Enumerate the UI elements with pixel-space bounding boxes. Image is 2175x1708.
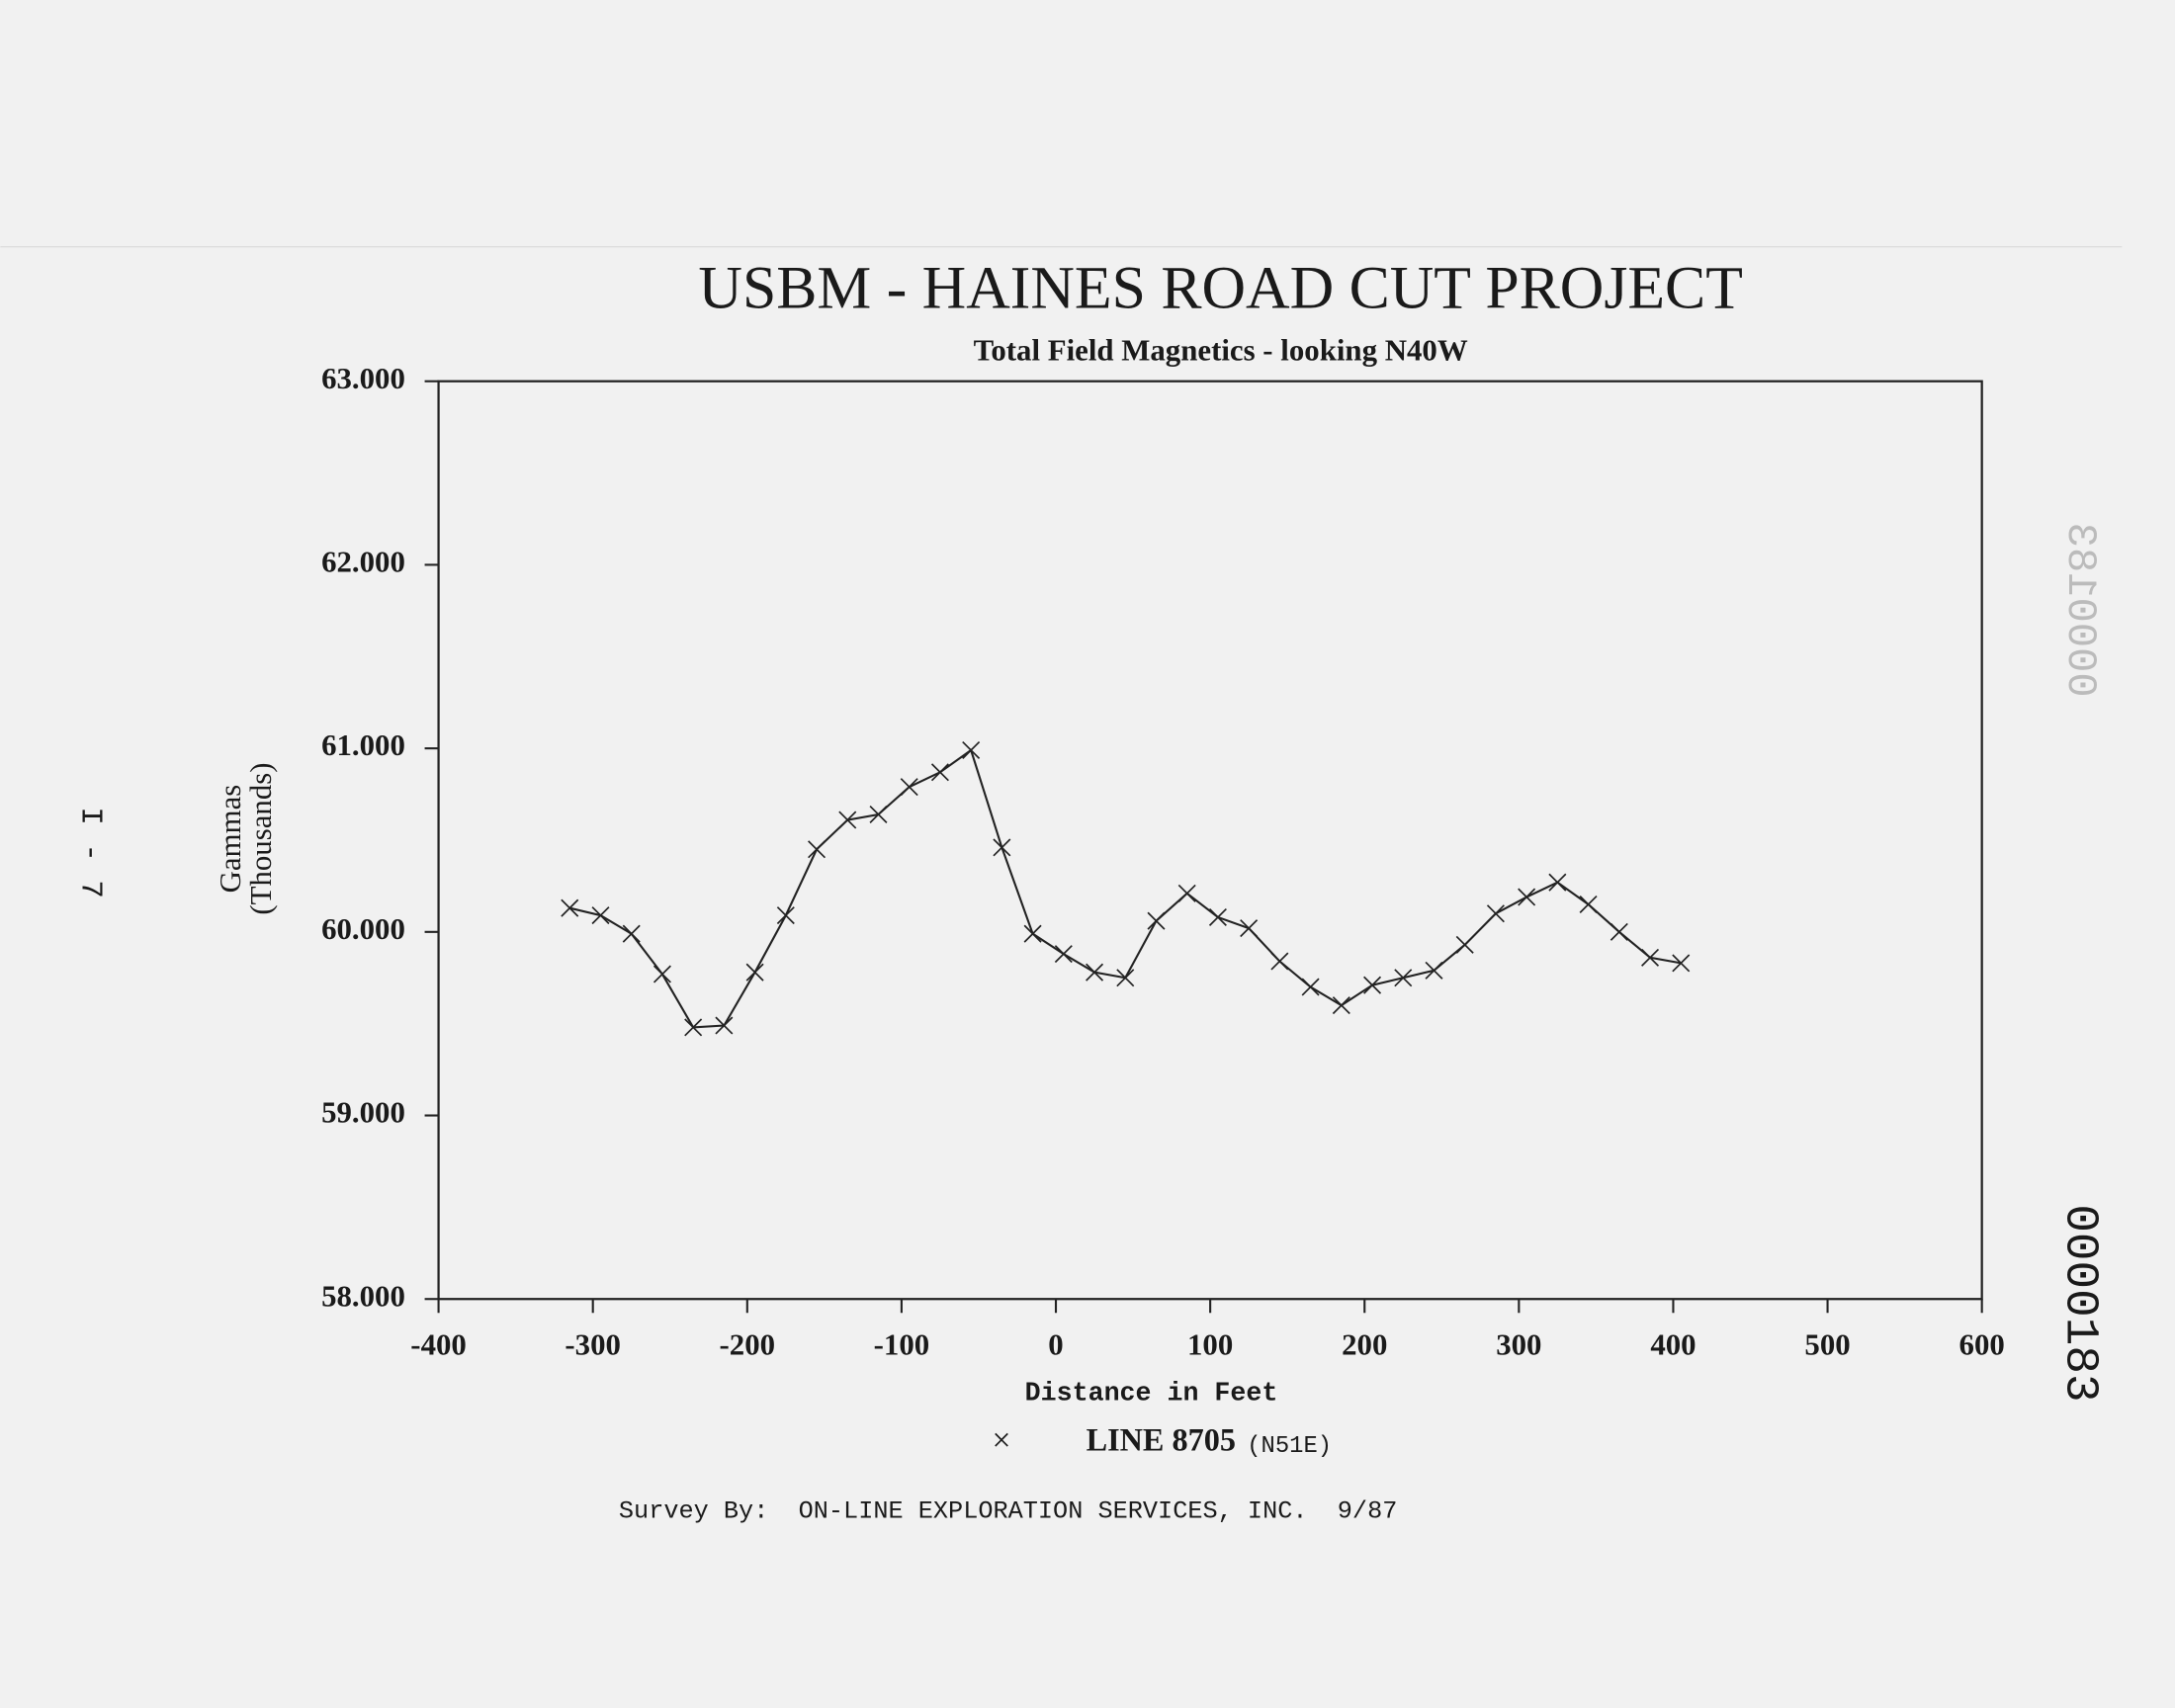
stamp: 0000183 [2053, 1204, 2107, 1402]
data-point [652, 965, 671, 983]
y-tick-label: 59.000 [321, 1096, 405, 1130]
data-point [1579, 895, 1598, 913]
y-tick-label: 62.000 [321, 545, 405, 578]
data-point [1054, 945, 1073, 964]
x-tick-label: 500 [1804, 1327, 1850, 1361]
data-point [962, 740, 981, 759]
y-tick-label: 60.000 [321, 912, 405, 946]
x-tick-label: -200 [720, 1327, 776, 1361]
data-point [900, 778, 918, 797]
x-tick-label: -300 [565, 1327, 621, 1361]
legend-label: LINE 8705 [1087, 1422, 1236, 1458]
data-point [1332, 996, 1350, 1015]
data-point [1116, 969, 1135, 987]
data-point [1641, 948, 1660, 967]
side-label: I - 7 [72, 807, 107, 898]
data-point [838, 811, 857, 829]
data-point [715, 1016, 734, 1035]
x-tick-label: -100 [874, 1327, 930, 1361]
data-point [591, 906, 610, 925]
x-axis-label: Distance in Feet [1025, 1379, 1278, 1409]
legend-suffix: (N51E) [1247, 1433, 1332, 1460]
data-point [1147, 911, 1166, 930]
chart-subtitle: Total Field Magnetics - looking N40W [974, 334, 1468, 368]
data-point [1023, 924, 1042, 943]
stamp-showthrough: 0000183 [2056, 523, 2104, 698]
x-tick-label: -400 [410, 1327, 467, 1361]
data-point [561, 898, 579, 917]
y-tick-label: 58.000 [321, 1279, 405, 1313]
data-point [1363, 976, 1382, 994]
x-tick-label: 200 [1342, 1327, 1387, 1361]
x-tick-label: 600 [1959, 1327, 2005, 1361]
chart-title: USBM - HAINES ROAD CUT PROJECT [698, 255, 1743, 322]
footer: Survey By: ON-LINE EXPLORATION SERVICES,… [619, 1497, 1397, 1526]
data-point [1240, 919, 1259, 938]
data-point [993, 838, 1011, 857]
data-point [1086, 963, 1104, 982]
x-tick-label: 100 [1187, 1327, 1233, 1361]
data-point [1518, 888, 1536, 906]
data-point [1270, 952, 1289, 971]
data-point [745, 963, 764, 982]
data-point [1394, 969, 1413, 987]
data-point [1208, 907, 1227, 926]
data-point [1425, 961, 1443, 980]
x-tick-label: 300 [1496, 1327, 1541, 1361]
data-point [1486, 904, 1505, 923]
data-point [1610, 922, 1628, 941]
data-point [1177, 884, 1196, 902]
data-point [684, 1018, 703, 1037]
data-point [930, 763, 949, 782]
data-point [776, 906, 795, 925]
data-point [808, 840, 826, 859]
data-point [869, 805, 888, 823]
data-point [1301, 978, 1320, 996]
data-point [1455, 935, 1474, 954]
data-point [622, 924, 641, 943]
y-axis-label: Gammas [214, 785, 247, 894]
data-point [1548, 873, 1567, 892]
y-tick-label: 63.000 [321, 362, 405, 395]
x-tick-label: 400 [1650, 1327, 1696, 1361]
x-tick-label: 0 [1048, 1327, 1063, 1361]
y-axis-label: (Thousands) [244, 762, 278, 914]
data-point [1672, 954, 1691, 973]
y-tick-label: 61.000 [321, 728, 405, 762]
legend-marker: × [993, 1422, 1011, 1459]
